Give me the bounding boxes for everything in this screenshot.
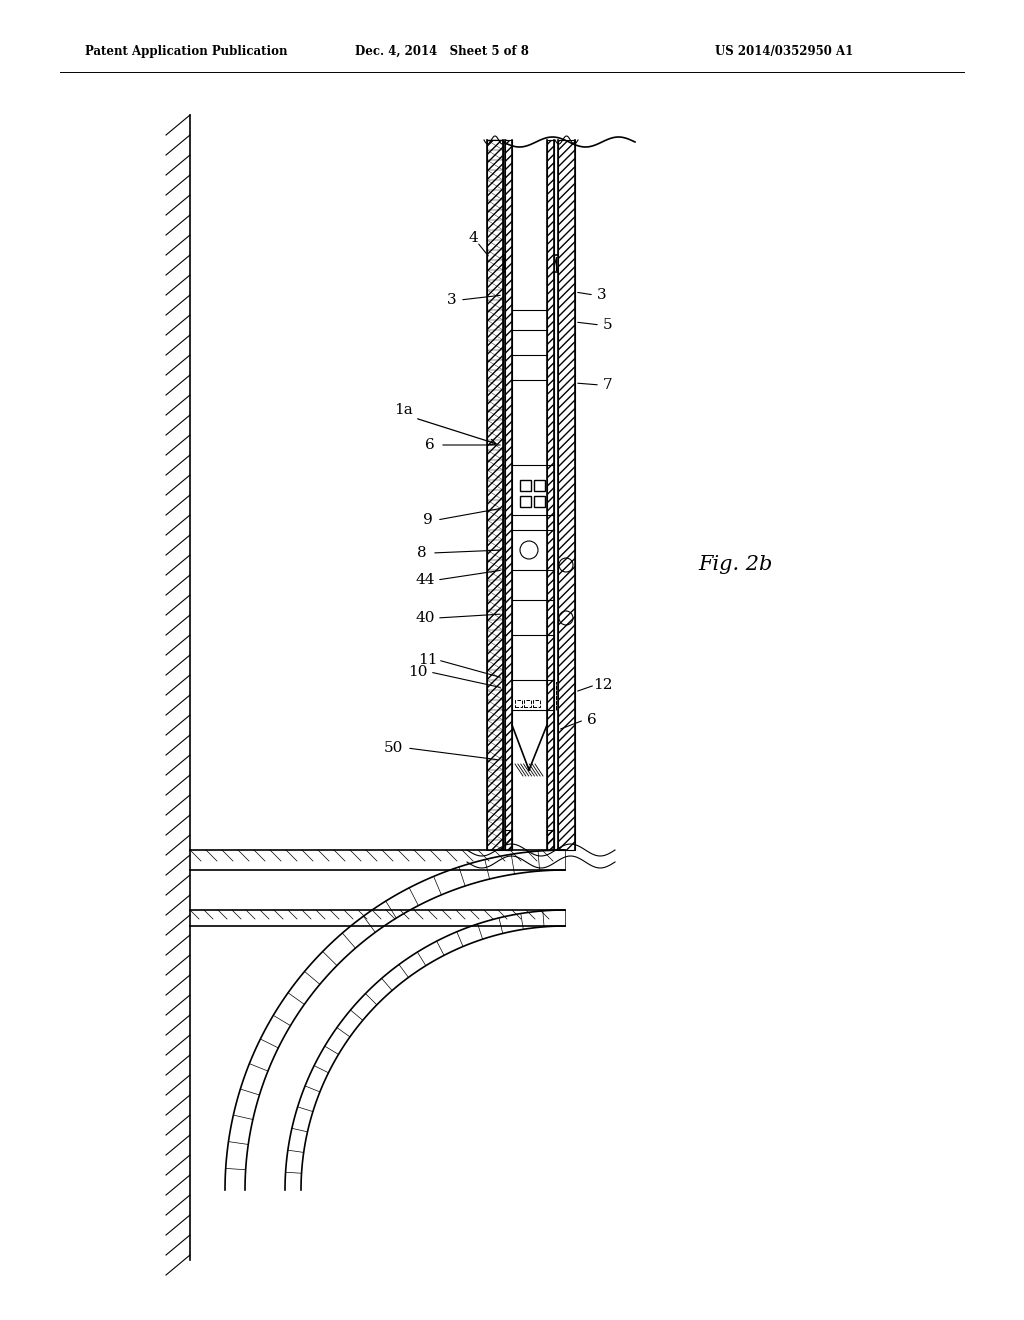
Text: 44: 44 xyxy=(416,573,435,587)
Text: 12: 12 xyxy=(593,678,612,692)
Text: 40: 40 xyxy=(416,611,435,624)
Text: 3: 3 xyxy=(447,293,457,308)
Bar xyxy=(534,700,540,708)
Bar xyxy=(534,496,545,507)
Text: 5: 5 xyxy=(603,318,612,333)
Text: 1a: 1a xyxy=(393,403,413,417)
Bar xyxy=(505,140,512,850)
Text: 6: 6 xyxy=(425,438,435,451)
Bar xyxy=(534,480,545,491)
Bar xyxy=(558,140,575,850)
Bar xyxy=(524,700,531,708)
Text: US 2014/0352950 A1: US 2014/0352950 A1 xyxy=(715,45,853,58)
Bar xyxy=(520,480,531,491)
Text: Patent Application Publication: Patent Application Publication xyxy=(85,45,288,58)
Text: 6: 6 xyxy=(587,713,597,727)
Text: 11: 11 xyxy=(418,653,437,667)
Text: 8: 8 xyxy=(417,546,427,560)
Text: 50: 50 xyxy=(383,741,402,755)
Text: Fig. 2b: Fig. 2b xyxy=(698,554,772,574)
Text: 7: 7 xyxy=(603,378,612,392)
Text: 3: 3 xyxy=(597,288,607,302)
Text: 10: 10 xyxy=(409,665,428,678)
Bar xyxy=(547,830,554,850)
Bar xyxy=(487,140,503,850)
Text: Dec. 4, 2014   Sheet 5 of 8: Dec. 4, 2014 Sheet 5 of 8 xyxy=(355,45,528,58)
Text: 9: 9 xyxy=(423,513,433,527)
Bar xyxy=(520,496,531,507)
Bar xyxy=(547,140,554,850)
Bar xyxy=(505,830,512,850)
Bar xyxy=(515,700,522,708)
Text: 4: 4 xyxy=(468,231,478,246)
